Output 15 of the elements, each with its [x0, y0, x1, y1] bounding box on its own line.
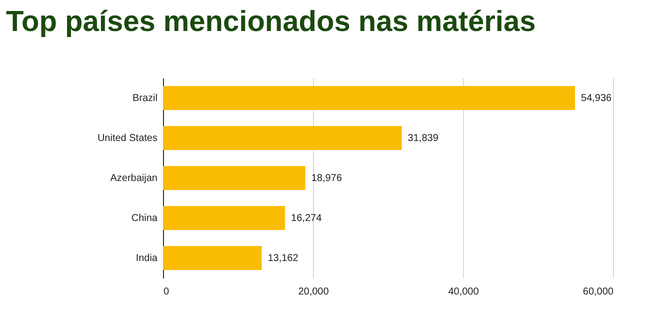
- x-tick-label: 0: [164, 286, 170, 298]
- y-tick-label: Azerbaijan: [110, 173, 158, 184]
- chart-title: Top países mencionados nas matérias: [6, 6, 536, 39]
- x-tick-label: 20,000: [298, 286, 330, 298]
- data-label: 54,936: [581, 93, 612, 104]
- x-tick-label: 40,000: [448, 286, 480, 298]
- data-label: 18,976: [311, 173, 342, 184]
- y-tick-label: Brazil: [132, 93, 158, 104]
- data-label: 16,274: [291, 213, 322, 224]
- data-label: 31,839: [408, 133, 439, 144]
- data-label: 13,162: [268, 253, 299, 264]
- y-tick-label: China: [131, 213, 158, 224]
- y-tick-label: United States: [97, 133, 158, 144]
- x-tick-label: 60,000: [582, 286, 614, 298]
- y-tick-label: India: [136, 253, 158, 264]
